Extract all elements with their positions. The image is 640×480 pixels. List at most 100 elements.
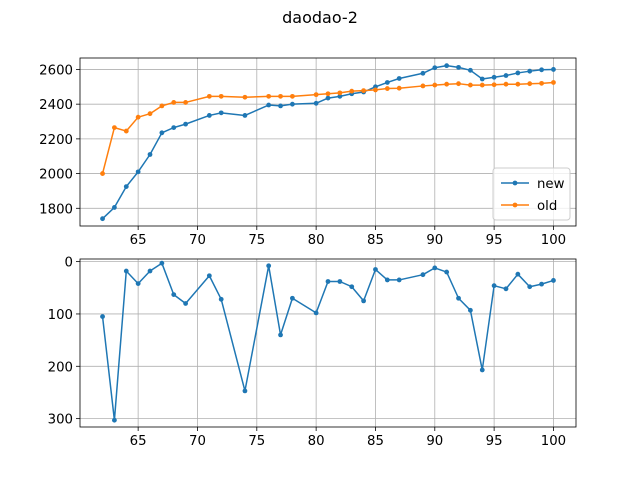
series-new-point (242, 113, 248, 118)
data-point (384, 277, 390, 283)
series-line (101, 262, 554, 421)
data-point (491, 283, 497, 289)
data-point (515, 271, 521, 277)
x-tick-label: 70 (189, 434, 206, 449)
series-old-line (101, 81, 554, 174)
series-old-point (123, 128, 129, 134)
data-point (432, 265, 438, 271)
series-new-point (432, 65, 438, 71)
series-new-point (278, 103, 283, 109)
series-old-point (135, 114, 141, 120)
series-new-point (396, 76, 402, 81)
top-axes: 65 70 75 80 85 90 95 100 1800 2000 2200 2400 2600 new… (39, 57, 577, 248)
data-point (242, 388, 248, 394)
data-point (147, 268, 153, 274)
x-tick-label: 95 (486, 233, 503, 248)
x-tick-label: 80 (308, 233, 325, 248)
chart-title: daodao-2 (282, 8, 358, 27)
series-old-point (112, 125, 117, 130)
series-new-point (420, 70, 426, 76)
series-old-point (479, 82, 485, 88)
series-new-point (515, 70, 521, 76)
x-tick-label: 95 (486, 434, 503, 449)
x-tick-label: 100 (541, 233, 566, 248)
series-old-point (325, 91, 331, 97)
data-point (135, 281, 141, 286)
series-old-point (147, 111, 153, 117)
data-point (290, 295, 295, 301)
data-point (361, 298, 366, 304)
series-new-point (539, 67, 544, 73)
data-point (266, 263, 272, 269)
y-tick-label: 1800 (39, 202, 73, 217)
series-old-point (206, 93, 212, 99)
data-point (278, 332, 283, 338)
series-new-point (266, 102, 272, 108)
x-tick-label: 65 (130, 233, 147, 248)
series-new-point (171, 125, 177, 130)
series-new-point (384, 80, 390, 85)
x-tick-label: 70 (189, 233, 206, 248)
data-point (171, 292, 177, 297)
series-new-point (503, 73, 509, 78)
series-old-point (159, 103, 165, 109)
x-tick-label: 85 (367, 233, 384, 248)
series-old-point (456, 81, 461, 87)
x-tick-label: 65 (130, 434, 147, 449)
data-point (313, 310, 319, 316)
y-tick-label: 0 (65, 256, 73, 271)
series-old-point (313, 92, 319, 98)
series-old-point (290, 93, 295, 99)
series-old-point (171, 100, 177, 105)
series-new-point (527, 68, 533, 74)
data-point (444, 269, 450, 275)
series-new-line (102, 64, 554, 220)
series-new-point (551, 67, 556, 72)
y-tick-label: 2000 (39, 168, 73, 183)
series-old-point (551, 80, 556, 85)
data-point (123, 268, 129, 274)
series-old-point (278, 93, 283, 99)
series-old-point (183, 100, 189, 105)
series-new-point (159, 130, 165, 136)
axes-frame (79, 258, 577, 428)
series-new-point (100, 216, 105, 222)
x-tick-label: 100 (541, 434, 566, 449)
y-tick-label: 100 (48, 308, 73, 323)
y-tick-label: 2400 (39, 98, 73, 113)
series-old-point (349, 88, 355, 94)
axes-frame (79, 57, 577, 227)
data-point (527, 284, 533, 290)
series-old-point (491, 82, 497, 88)
series-old-point (396, 85, 402, 91)
data-point (479, 367, 485, 373)
data-point (467, 307, 473, 313)
series-new-point (491, 74, 497, 80)
series-new-point (123, 184, 129, 190)
y-tick-label: 300 (48, 413, 73, 428)
series-old-point (100, 171, 105, 176)
data-point (183, 301, 189, 306)
series-old-point (337, 90, 343, 96)
data-point (218, 296, 224, 302)
data-point (503, 286, 509, 292)
series-new-point (467, 67, 473, 73)
bottom-axes: 65 70 75 80 85 90 95 100 0 100 200 300 (48, 256, 577, 449)
series-new-point (206, 113, 212, 118)
data-point (100, 314, 105, 319)
series-old-point (373, 87, 378, 93)
y-tick-label: 2600 (39, 63, 73, 78)
data-point (456, 295, 461, 301)
y-tick-label: 200 (48, 360, 73, 375)
data-point (420, 272, 426, 278)
data-point (159, 260, 165, 266)
series-old-point (503, 81, 509, 87)
legend-new-marker (512, 180, 518, 186)
x-tick-label: 80 (308, 434, 325, 449)
series-new-point (218, 110, 224, 116)
series-old-point (420, 83, 426, 89)
series-old-point (444, 81, 450, 87)
series-new-point (444, 63, 450, 69)
series-new-point (313, 100, 319, 106)
